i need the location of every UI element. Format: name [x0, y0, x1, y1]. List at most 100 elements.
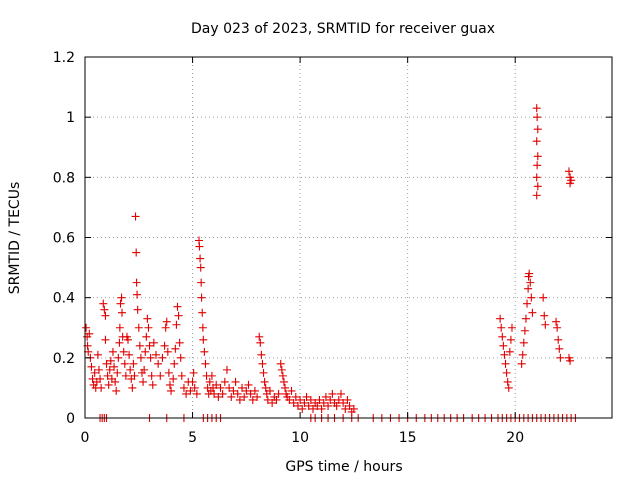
x-tick-label: 5 [188, 430, 197, 446]
y-tick-label: 0.4 [53, 291, 75, 307]
data-point [253, 392, 262, 401]
data-point [196, 254, 205, 263]
data-point [192, 389, 201, 398]
data-point [222, 365, 231, 374]
data-point [141, 347, 150, 356]
data-point [274, 389, 283, 398]
data-point [524, 284, 533, 293]
data-point [93, 350, 102, 359]
data-point [227, 392, 236, 401]
data-point [277, 365, 286, 374]
data-point [85, 329, 94, 338]
data-point [161, 323, 170, 332]
data-point [256, 338, 265, 347]
data-point [261, 383, 270, 392]
data-point [147, 371, 156, 380]
data-point [540, 311, 549, 320]
data-point [324, 401, 333, 410]
data-point [96, 374, 105, 383]
data-point [523, 299, 532, 308]
data-point [334, 395, 343, 404]
data-point [257, 350, 266, 359]
data-point [532, 104, 541, 113]
data-point [505, 347, 514, 356]
data-point [533, 161, 542, 170]
data-point [132, 248, 141, 257]
data-point [212, 380, 221, 389]
y-tick-label: 0.6 [53, 231, 75, 247]
data-point [214, 392, 223, 401]
data-point [564, 167, 573, 176]
data-point [276, 359, 285, 368]
data-point [279, 377, 288, 386]
data-point [145, 341, 154, 350]
data-point [225, 383, 234, 392]
data-point [104, 380, 113, 389]
data-point [525, 269, 534, 278]
data-point [119, 347, 128, 356]
chart-title: Day 023 of 2023, SRMTID for receiver gua… [191, 21, 495, 37]
data-point [200, 347, 209, 356]
data-point [520, 326, 529, 335]
data-point [285, 395, 294, 404]
data-point [306, 395, 315, 404]
data-point [188, 377, 197, 386]
y-tick-label: 1.2 [53, 50, 75, 66]
data-point [87, 362, 96, 371]
data-point [518, 350, 527, 359]
data-point [113, 368, 122, 377]
data-point [341, 404, 350, 413]
data-point [336, 389, 345, 398]
data-point [116, 299, 125, 308]
data-point [317, 404, 326, 413]
data-point [533, 125, 542, 134]
data-point [238, 383, 247, 392]
data-point [220, 377, 229, 386]
x-axis-ticks: 0 5 10 15 20 [81, 57, 524, 446]
plot-frame [84, 56, 613, 419]
data-point [94, 365, 103, 374]
data-point [268, 398, 277, 407]
data-point [82, 323, 91, 332]
data-point [144, 323, 153, 332]
data-point [195, 242, 204, 251]
x-tick-label: 15 [399, 430, 417, 446]
data-point [167, 386, 176, 395]
data-point [302, 392, 311, 401]
data-point [309, 404, 318, 413]
data-point [186, 386, 195, 395]
data-point [165, 380, 174, 389]
data-point [244, 380, 253, 389]
data-point [528, 308, 537, 317]
data-point [289, 398, 298, 407]
x-axis-label: GPS time / hours [285, 459, 402, 475]
data-point [532, 137, 541, 146]
data-point [260, 377, 269, 386]
data-point [102, 359, 111, 368]
data-point [210, 389, 219, 398]
data-point [541, 320, 550, 329]
data-point [507, 323, 516, 332]
data-point [298, 404, 307, 413]
data-point [497, 323, 506, 332]
data-point [519, 338, 528, 347]
data-point [160, 341, 169, 350]
data-point [149, 338, 158, 347]
data-point [126, 365, 135, 374]
data-point [154, 359, 163, 368]
data-point [539, 293, 548, 302]
data-point [99, 299, 108, 308]
data-point [111, 377, 120, 386]
data-point [506, 335, 515, 344]
data-point [287, 386, 296, 395]
data-point [133, 290, 142, 299]
data-point [132, 278, 141, 287]
data-point [553, 323, 562, 332]
data-point [136, 353, 145, 362]
data-point [179, 383, 188, 392]
y-axis-label: SRMTID / TECUs [7, 182, 23, 295]
data-point [233, 389, 242, 398]
data-point [300, 398, 309, 407]
data-point [321, 392, 330, 401]
